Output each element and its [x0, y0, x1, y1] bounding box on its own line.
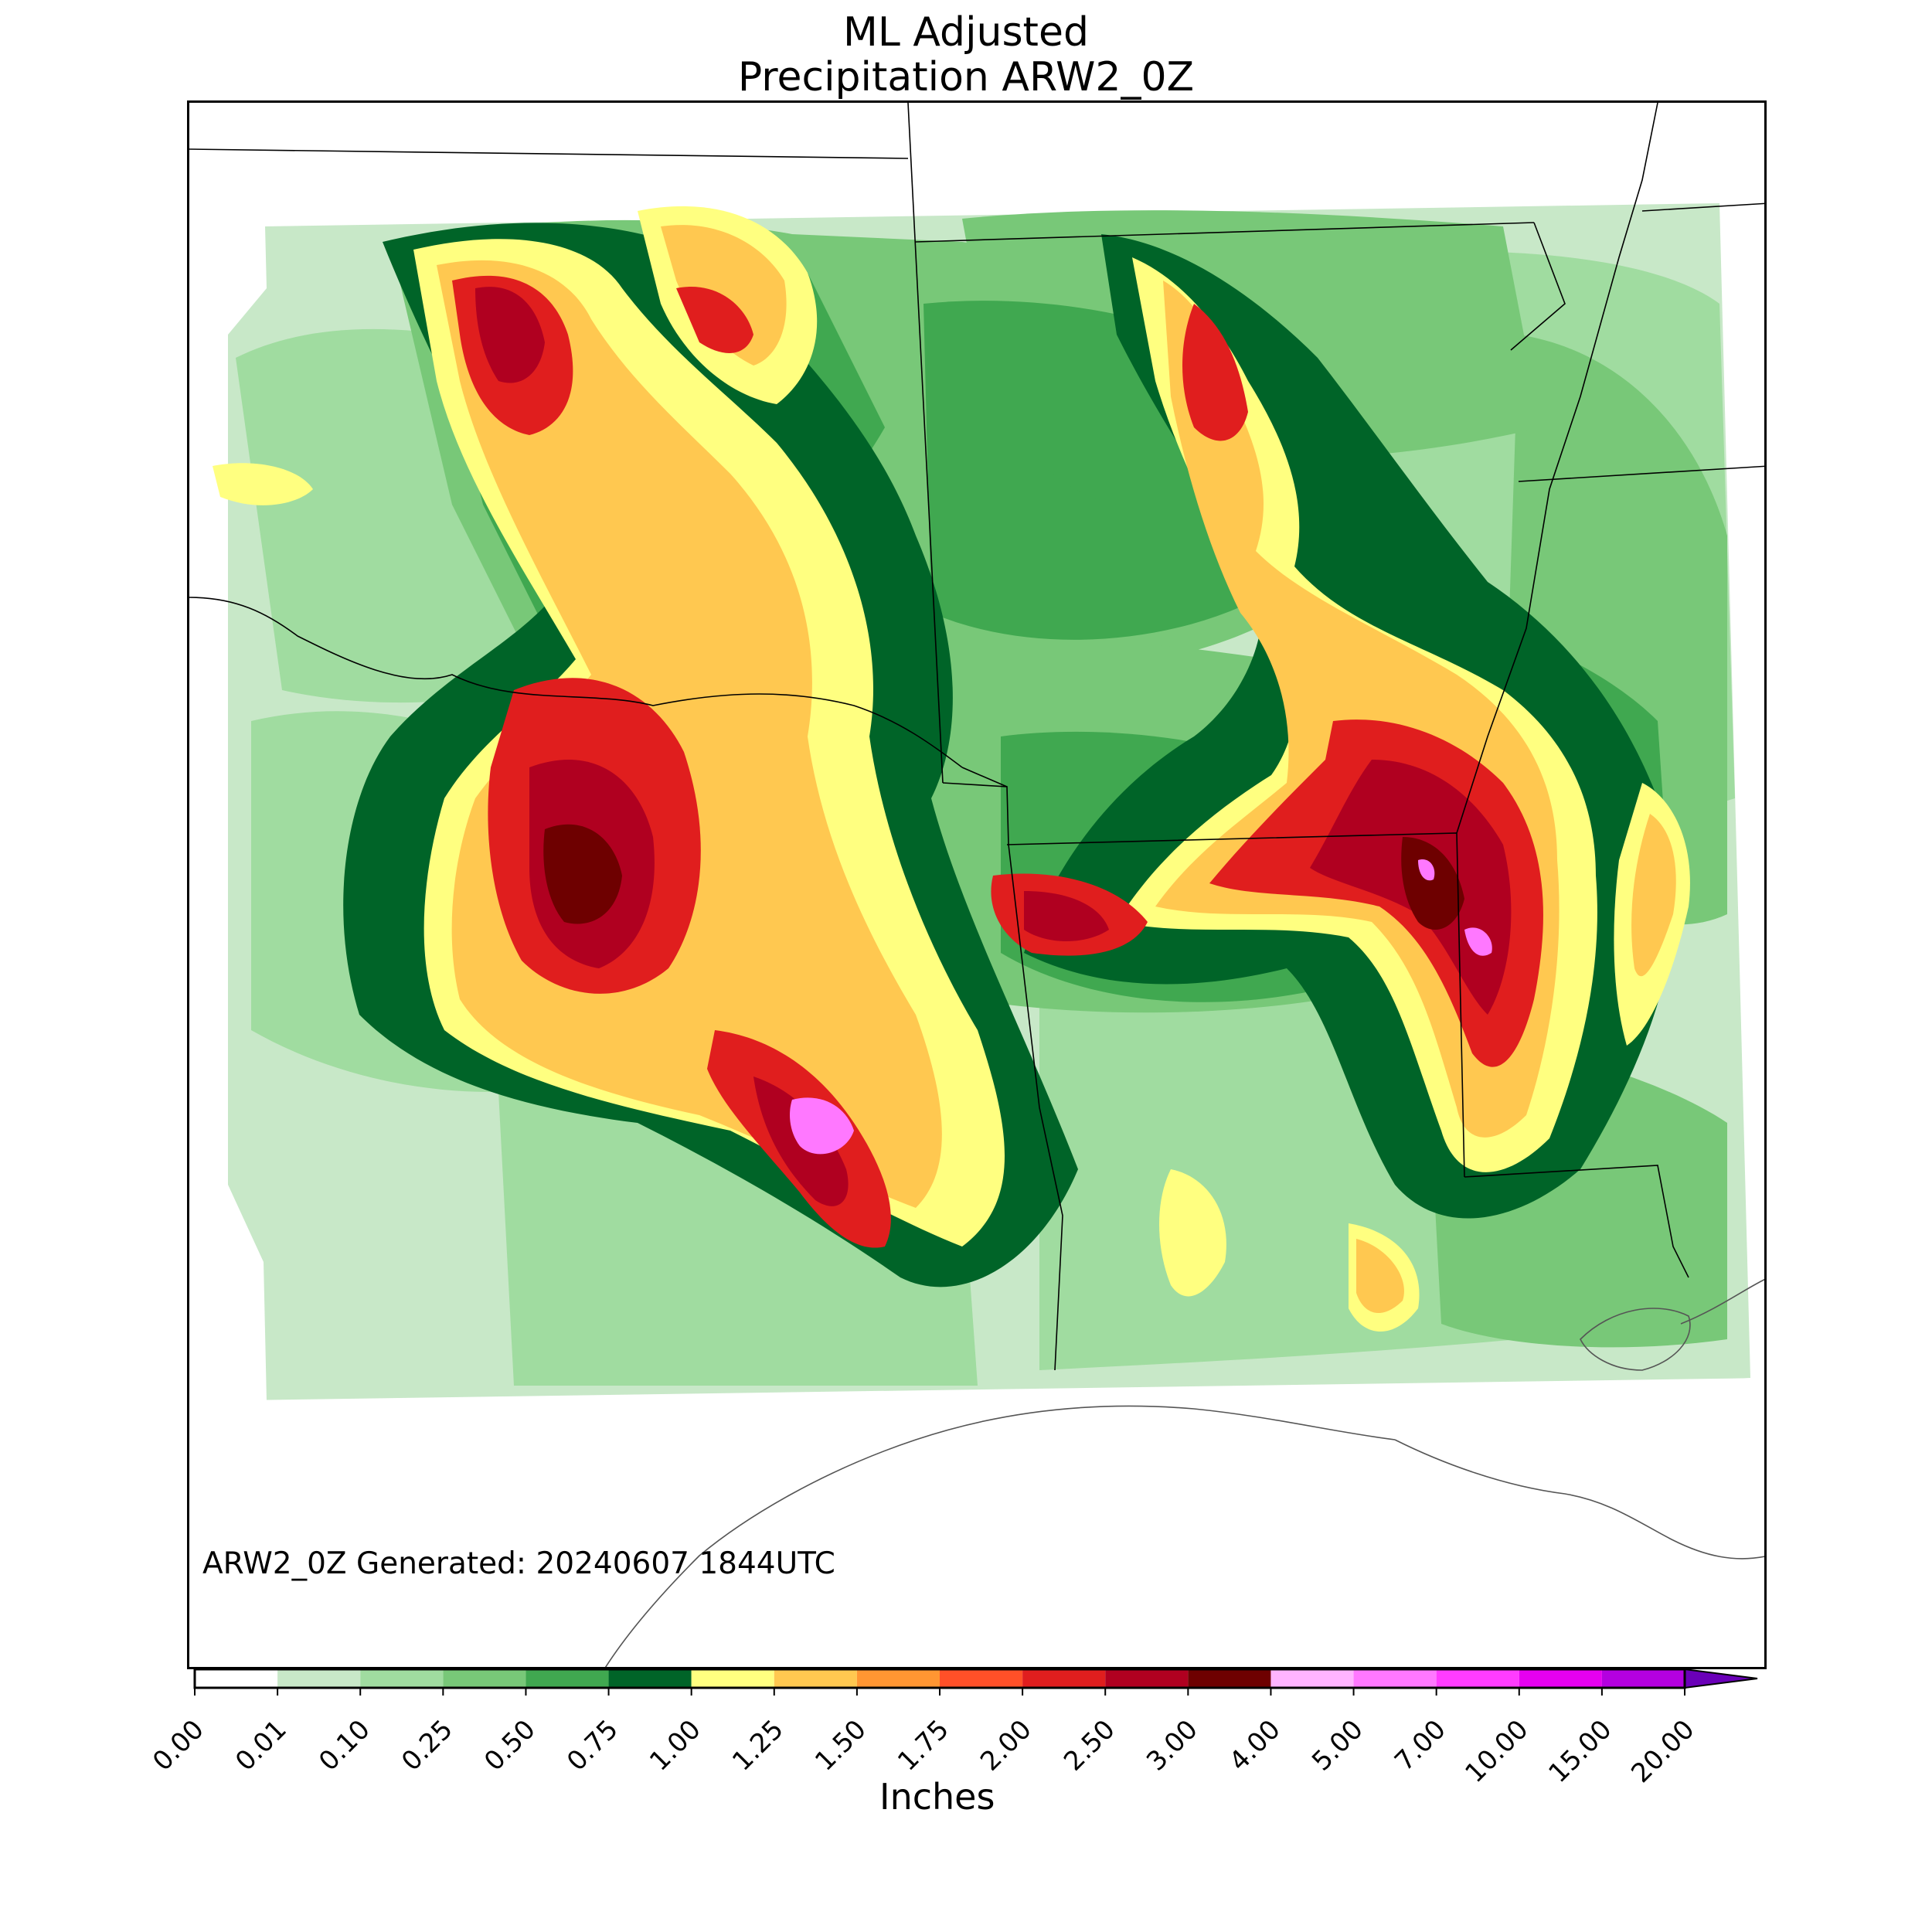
- colorbar-tick-label: 0.10: [312, 1713, 376, 1777]
- state-boundary-line: [915, 222, 1535, 243]
- gulf-no-data: [189, 1378, 1764, 1667]
- colorbar-segment: [1022, 1669, 1106, 1688]
- colorbar-segment: [856, 1669, 940, 1688]
- generated-timestamp: ARW2_0Z Generated: 20240607 1844UTC: [202, 1546, 835, 1581]
- precip-area-yellow: [1159, 1169, 1226, 1297]
- coastline: [604, 1278, 1764, 1667]
- precipitation-field: [189, 103, 1764, 1667]
- colorbar-label: Inches: [879, 1776, 995, 1818]
- precipitation-map: [187, 100, 1767, 1669]
- colorbar-tick-label: 2.50: [1057, 1713, 1121, 1777]
- colorbar-segment: [940, 1669, 1023, 1688]
- precip-area-pink: [1418, 859, 1435, 881]
- colorbar-tick-label: 2.00: [975, 1713, 1039, 1777]
- precip-area-dark-red: [475, 287, 545, 383]
- colorbar-tick-label: 1.75: [892, 1713, 956, 1777]
- precip-area-orange: [1356, 1239, 1404, 1314]
- precip-area-orange: [1631, 814, 1676, 977]
- state-boundary-line: [1518, 465, 1764, 482]
- colorbar-segment: [195, 1669, 278, 1688]
- colorbar-tick-label: 3.00: [1140, 1713, 1204, 1777]
- colorbar-tick-label: 15.00: [1542, 1713, 1618, 1789]
- precip-area-dark-red: [1024, 891, 1109, 941]
- state-boundary-line: [1510, 222, 1566, 351]
- state-boundary-line: [1641, 202, 1764, 212]
- colorbar-segment: [526, 1669, 609, 1688]
- colorbar-segment: [691, 1669, 774, 1688]
- state-boundary-line: [189, 148, 909, 159]
- state-boundary-line: [1456, 103, 1658, 834]
- colorbar-segment: [1188, 1669, 1271, 1688]
- colorbar-segments: [193, 1668, 1758, 1689]
- colorbar-tick-label: 0.25: [395, 1713, 459, 1777]
- precip-area-pink: [790, 1097, 854, 1155]
- coastline-segment: [1394, 1439, 1764, 1560]
- colorbar-tick-label: 0.75: [560, 1713, 624, 1777]
- coastline-segment: [604, 1405, 1396, 1667]
- colorbar-extend-arrow: [1684, 1668, 1758, 1689]
- colorbar-tick-label: 10.00: [1459, 1713, 1535, 1789]
- state-boundary-line: [907, 103, 944, 784]
- precip-area-red: [1182, 304, 1248, 441]
- colorbar-tick-label: 7.00: [1388, 1713, 1452, 1777]
- colorbar-segment: [1270, 1669, 1354, 1688]
- colorbar-tick-label: 1.50: [809, 1713, 873, 1777]
- colorbar-tick-label: 1.00: [643, 1713, 707, 1777]
- map-title-line-2: Precipitation ARW2_0Z: [737, 54, 1195, 100]
- state-boundary-line: [1464, 1165, 1689, 1278]
- colorbar-tick-label: 1.25: [726, 1713, 790, 1777]
- colorbar-segment: [774, 1669, 857, 1688]
- state-boundary-line: [942, 782, 1063, 1371]
- precip-area-yellow: [213, 463, 313, 505]
- colorbar-segment: [277, 1669, 361, 1688]
- colorbar-segment: [443, 1669, 526, 1688]
- precip-area-pink: [1464, 927, 1492, 956]
- state-boundary-line: [961, 767, 1008, 787]
- precip-area-maroon: [1401, 837, 1464, 930]
- precip-area-maroon: [543, 824, 622, 924]
- colorbar-segment: [1353, 1669, 1437, 1688]
- colorbar-segment: [608, 1669, 692, 1688]
- coastline-segment: [1580, 1308, 1691, 1371]
- state-boundaries: [189, 103, 1764, 1371]
- precip-area-red: [676, 287, 753, 353]
- colorbar-tick-label: 0.01: [230, 1713, 294, 1777]
- colorbar-segment: [1436, 1669, 1519, 1688]
- colorbar-tick-label: 5.00: [1305, 1713, 1369, 1777]
- colorbar-tick-label: 4.00: [1223, 1713, 1287, 1777]
- colorbar-tick-label: 0.50: [478, 1713, 542, 1777]
- colorbar-tick-label: 20.00: [1625, 1713, 1701, 1789]
- precipitation-layers: [189, 203, 1764, 1667]
- colorbar-segment: [1519, 1669, 1602, 1688]
- state-boundary-line: [189, 597, 963, 768]
- colorbar-ticks: [194, 1688, 1685, 1696]
- colorbar-tick-label: 0.00: [147, 1713, 211, 1777]
- map-title-line-1: ML Adjusted: [843, 9, 1089, 56]
- colorbar-segment: [1601, 1669, 1685, 1688]
- colorbar-segment: [1105, 1669, 1189, 1688]
- colorbar-segment: [360, 1669, 444, 1688]
- coastline-segment: [1680, 1278, 1764, 1325]
- colorbar-outline: [193, 1668, 1686, 1689]
